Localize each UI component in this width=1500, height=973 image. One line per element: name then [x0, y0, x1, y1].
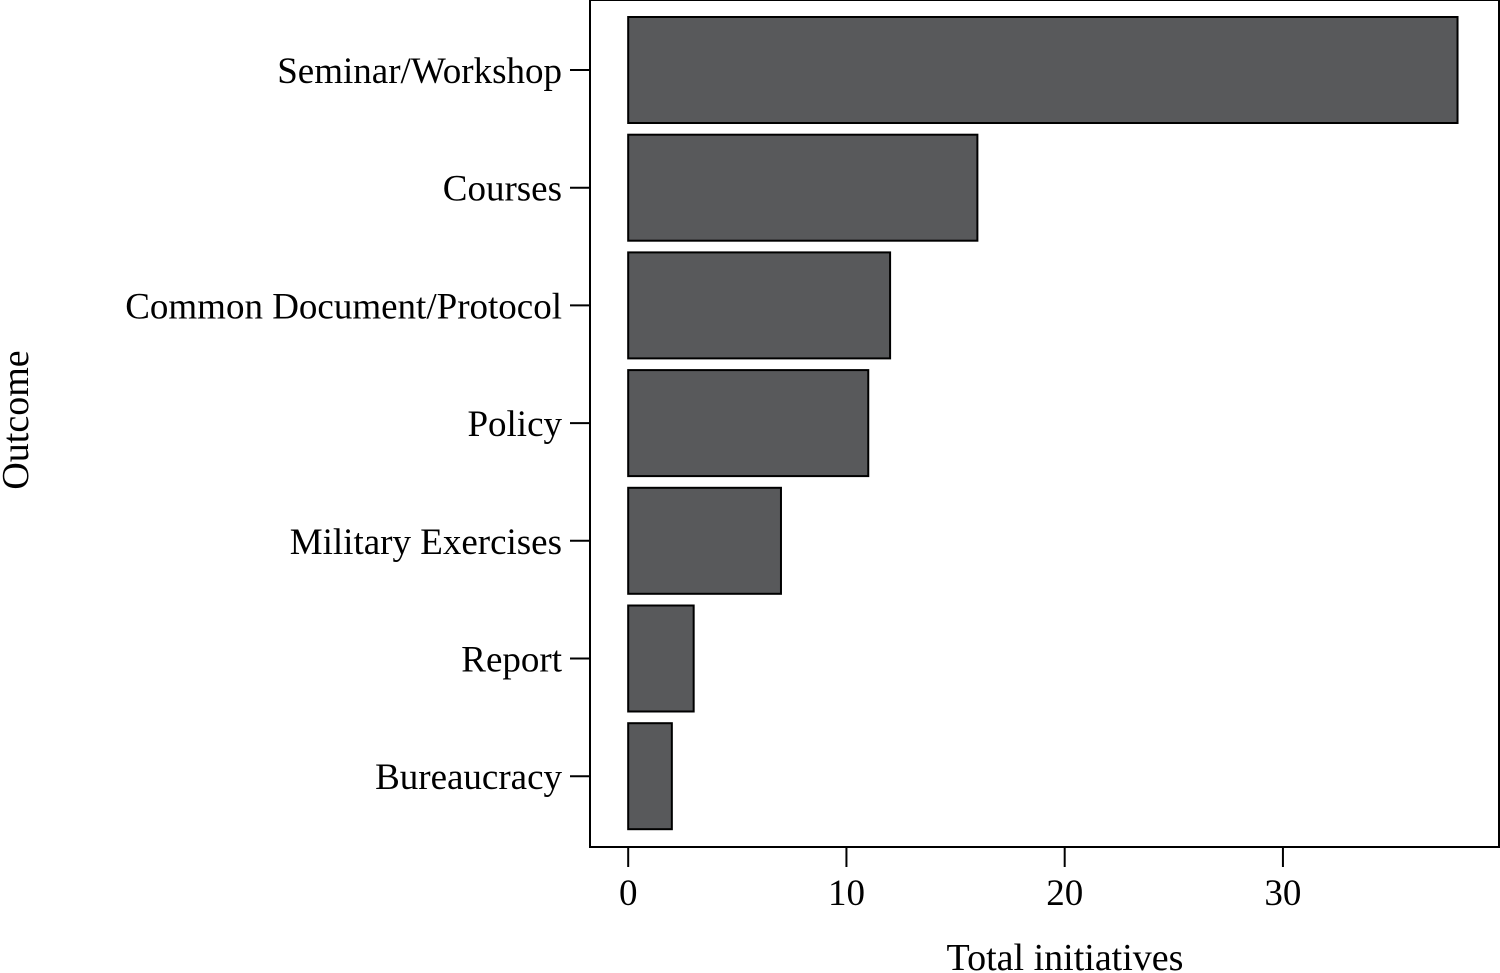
y-tick-label: Courses [443, 169, 562, 210]
bars-group [627, 16, 1459, 831]
x-tick-label: 20 [1046, 873, 1083, 914]
bar-courses [627, 133, 979, 242]
y-tick-label: Policy [467, 404, 562, 445]
x-tick-label: 30 [1264, 873, 1301, 914]
bar-military-exercises [627, 486, 782, 595]
bar-common-document-protocol [627, 251, 892, 360]
bar-policy [627, 369, 870, 478]
y-tick-label: Bureaucracy [375, 757, 562, 798]
y-tick-label: Seminar/Workshop [277, 51, 562, 92]
bar-bureaucracy [627, 722, 673, 831]
y-axis-title: Outcome [0, 350, 37, 489]
x-tick-label: 10 [828, 873, 865, 914]
x-axis-title: Total initiatives [947, 937, 1184, 973]
y-tick-label: Common Document/Protocol [125, 286, 562, 327]
y-axis-ticks: Seminar/Workshop Courses Common Document/P… [125, 51, 590, 798]
bar-report [627, 604, 695, 713]
bar-seminar-workshop [627, 16, 1459, 124]
x-axis-ticks: 0 10 20 30 [619, 847, 1301, 914]
y-tick-label: Military Exercises [290, 522, 562, 563]
y-tick-label: Report [461, 640, 562, 681]
x-tick-label: 0 [619, 873, 638, 914]
